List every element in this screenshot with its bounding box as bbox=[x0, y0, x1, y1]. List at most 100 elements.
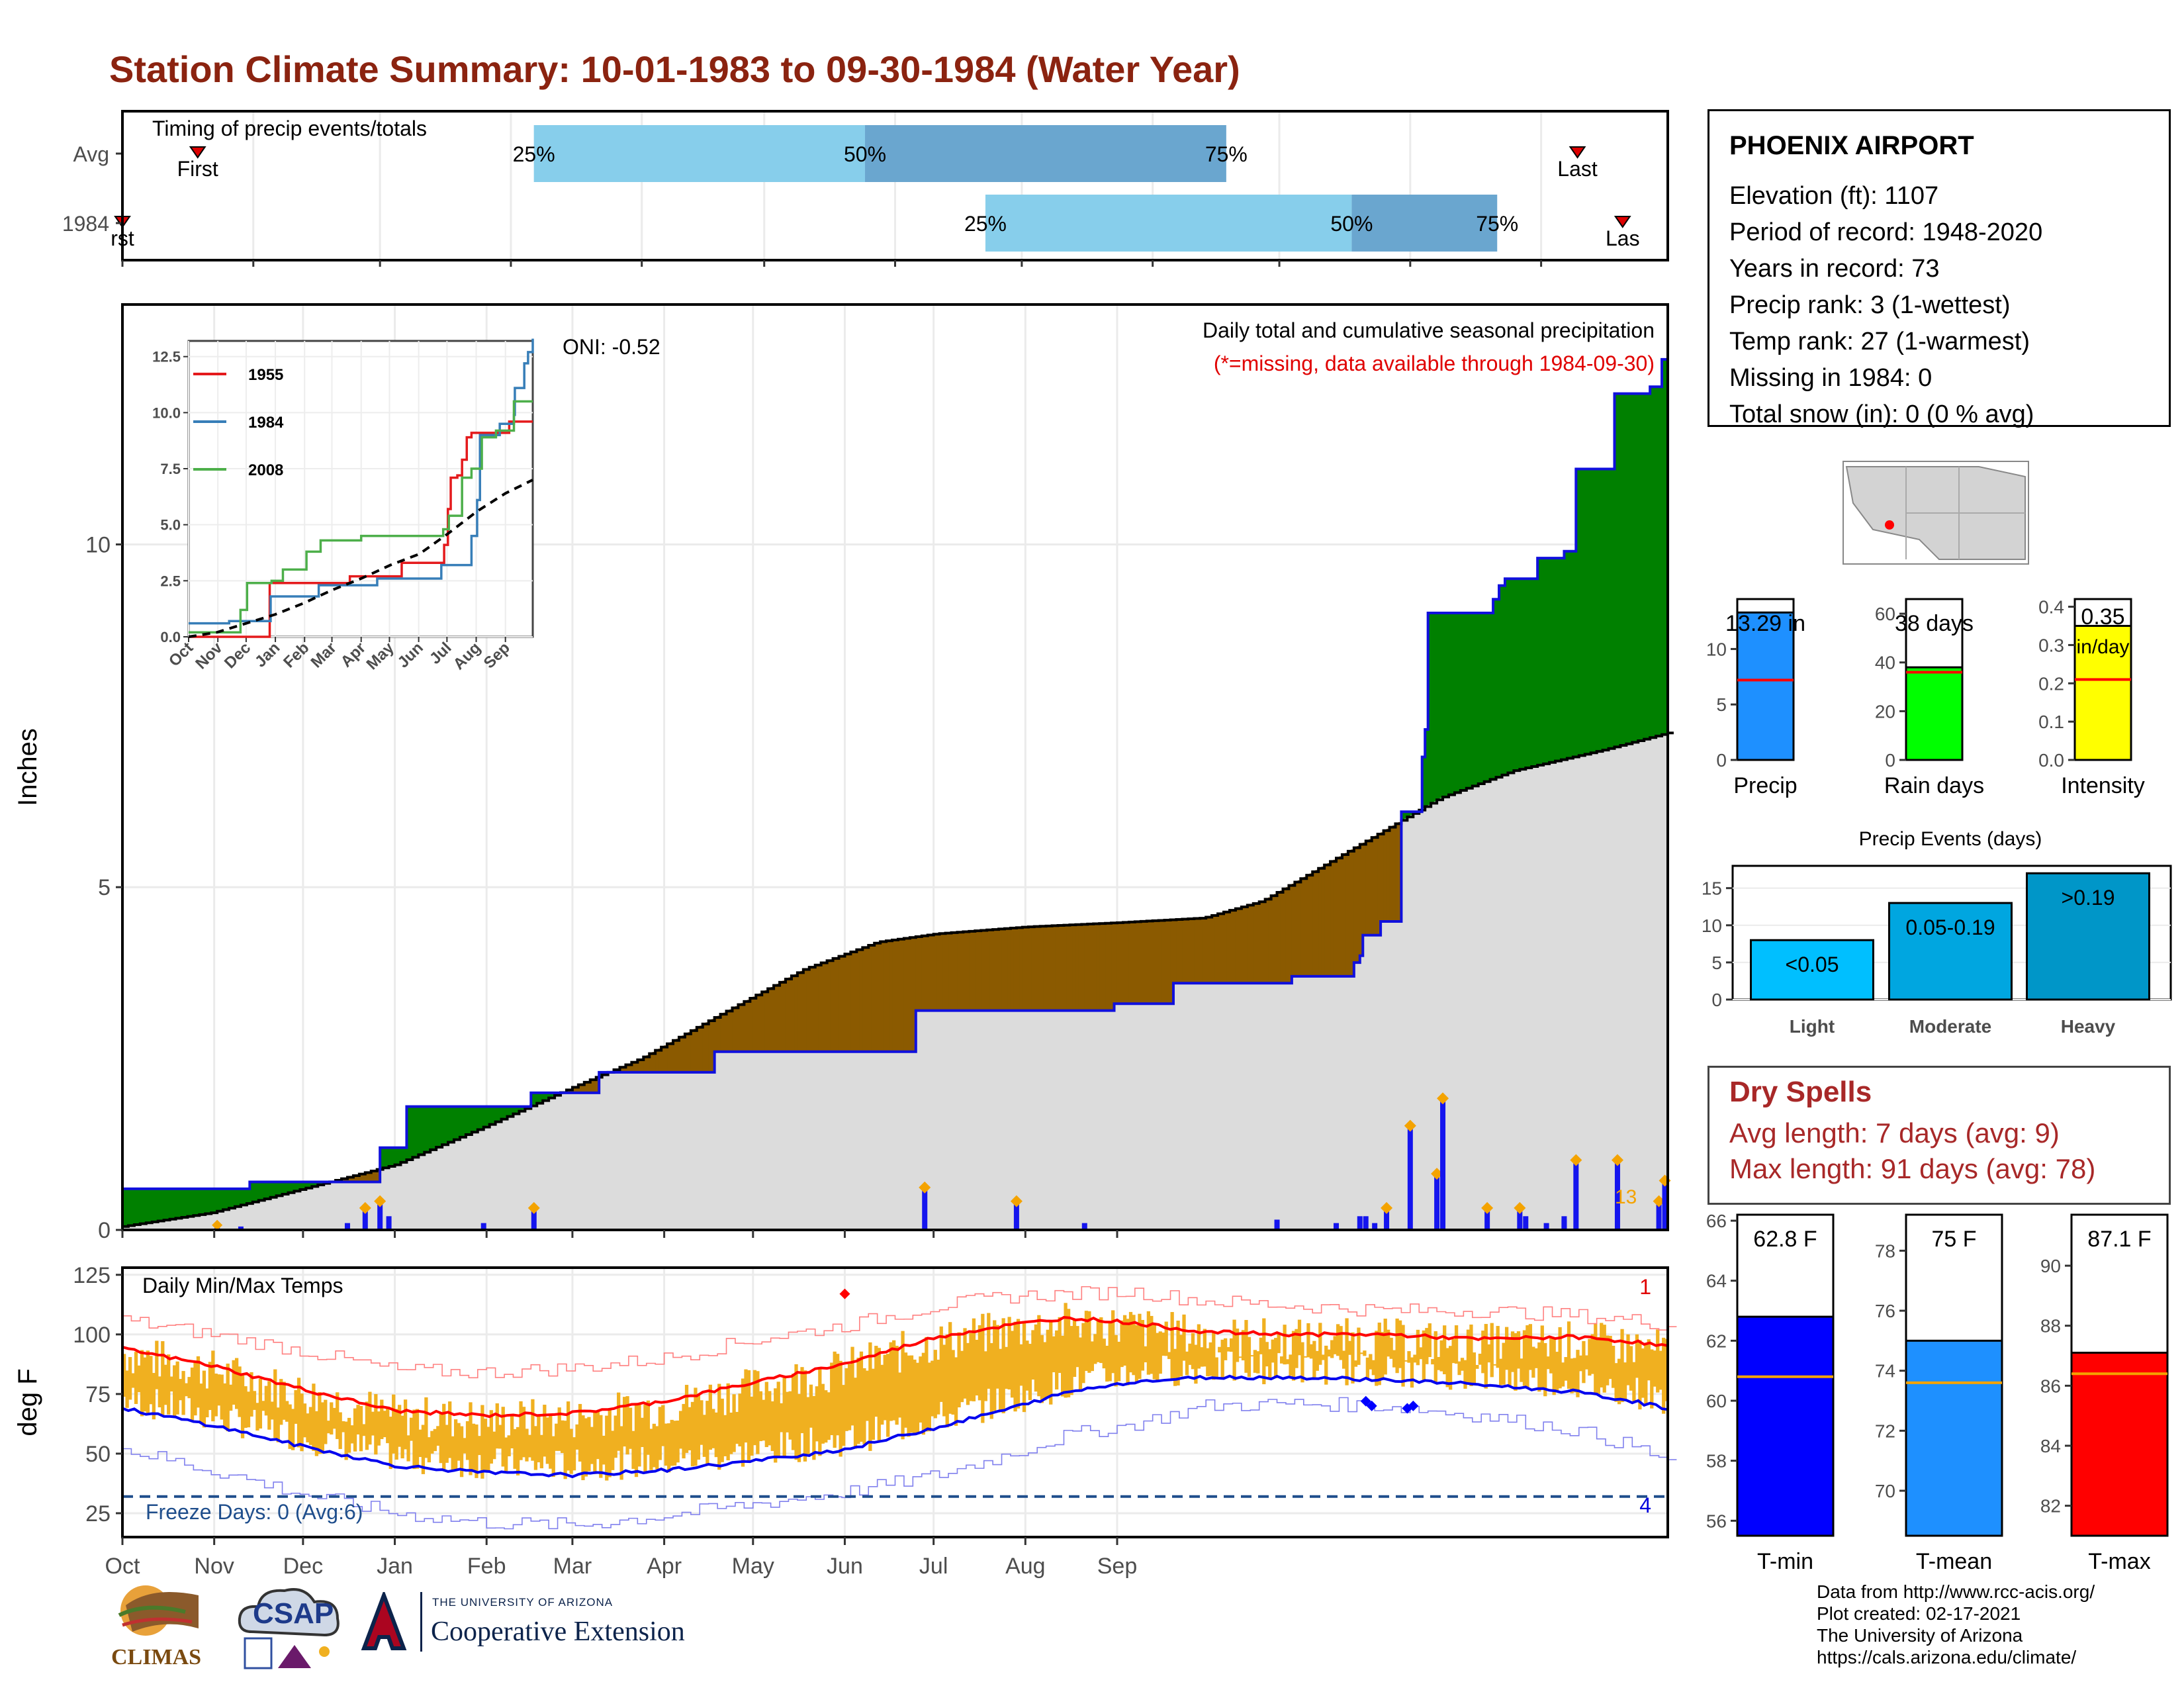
average-fill bbox=[738, 1051, 742, 1230]
above-average-fill bbox=[302, 1182, 306, 1189]
daily-temp-bar bbox=[1318, 1323, 1322, 1365]
bar-axis-label: T-mean bbox=[1916, 1549, 1992, 1574]
month-label: Mar bbox=[553, 1554, 592, 1579]
average-fill bbox=[1469, 787, 1473, 1230]
below-average-fill bbox=[1075, 924, 1079, 1011]
average-fill bbox=[1244, 983, 1248, 1230]
above-average-fill bbox=[543, 1092, 547, 1101]
average-fill bbox=[584, 1092, 588, 1230]
below-average-fill bbox=[1283, 888, 1287, 984]
above-average-fill bbox=[1502, 585, 1506, 775]
daily-temp-bar bbox=[1428, 1323, 1432, 1358]
daily-temp-bar bbox=[134, 1352, 138, 1404]
average-fill bbox=[797, 1051, 801, 1230]
average-fill bbox=[812, 1051, 816, 1230]
average-fill bbox=[173, 1219, 177, 1230]
daily-temp-bar bbox=[1620, 1329, 1624, 1403]
daily-temp-bar bbox=[1451, 1338, 1455, 1364]
above-average-fill bbox=[1443, 613, 1447, 797]
below-average-fill bbox=[1179, 919, 1183, 984]
daily-temp-bar bbox=[1347, 1340, 1352, 1355]
event-bar-label: 0.05-0.19 bbox=[1905, 915, 1995, 939]
below-average-fill bbox=[800, 970, 804, 1052]
daily-temp-bar bbox=[678, 1411, 683, 1449]
below-average-fill bbox=[1365, 841, 1369, 935]
below-average-fill bbox=[936, 933, 940, 1011]
daily-temp-bar bbox=[880, 1364, 884, 1425]
daily-temp-bar bbox=[1469, 1324, 1473, 1386]
average-fill bbox=[1208, 983, 1212, 1230]
below-average-fill bbox=[1387, 829, 1390, 921]
above-average-fill bbox=[463, 1106, 467, 1136]
above-average-fill bbox=[1612, 469, 1615, 748]
average-fill bbox=[1422, 808, 1426, 1230]
daily-temp-bar bbox=[1161, 1333, 1165, 1356]
below-average-fill bbox=[809, 967, 813, 1052]
ua-logo-small-text: THE UNIVERSITY OF ARIZONA bbox=[432, 1596, 614, 1609]
below-average-fill bbox=[593, 1078, 597, 1093]
average-fill bbox=[907, 1051, 911, 1230]
timing-pct-label: 25% bbox=[964, 212, 1007, 236]
average-fill bbox=[1049, 1010, 1053, 1230]
daily-temp-bar bbox=[859, 1351, 864, 1442]
daily-temp-bar bbox=[821, 1383, 825, 1444]
average-fill bbox=[1644, 739, 1648, 1230]
daily-temp-bar bbox=[1111, 1310, 1115, 1374]
average-fill bbox=[187, 1216, 191, 1230]
daily-temp-bar bbox=[394, 1409, 398, 1460]
average-fill bbox=[1359, 955, 1363, 1230]
inset-y-tick-label: 0.0 bbox=[160, 629, 181, 645]
below-average-fill bbox=[1132, 921, 1136, 1004]
bar-y-tick-label: 64 bbox=[1706, 1271, 1727, 1291]
above-average-fill bbox=[232, 1188, 236, 1207]
daily-precip-bar bbox=[1662, 1182, 1668, 1230]
average-fill bbox=[223, 1209, 227, 1230]
below-average-fill bbox=[921, 935, 925, 1011]
temp-y-tick-label: 100 bbox=[73, 1323, 111, 1348]
average-fill bbox=[294, 1191, 298, 1230]
average-fill bbox=[341, 1182, 345, 1230]
average-fill bbox=[678, 1072, 683, 1230]
daily-temp-bar bbox=[341, 1421, 345, 1432]
daily-temp-bar bbox=[1105, 1345, 1109, 1382]
above-average-fill bbox=[205, 1188, 209, 1214]
average-fill bbox=[314, 1186, 318, 1230]
above-average-fill bbox=[501, 1106, 505, 1119]
daily-temp-bar bbox=[1369, 1354, 1373, 1370]
daily-temp-bar bbox=[211, 1350, 215, 1422]
above-average-fill bbox=[134, 1188, 138, 1225]
average-fill bbox=[1016, 1010, 1020, 1230]
below-average-fill bbox=[717, 1015, 721, 1052]
daily-temp-bar bbox=[1185, 1351, 1189, 1376]
precip-events-chart: 051015<0.05Light0.05-0.19Moderate>0.19He… bbox=[1702, 828, 2172, 1037]
daily-temp-bar bbox=[785, 1391, 790, 1432]
daily-precip-bar bbox=[1484, 1209, 1490, 1230]
average-fill bbox=[1291, 976, 1295, 1230]
below-average-fill bbox=[919, 936, 923, 1011]
daily-temp-bar bbox=[664, 1423, 668, 1466]
timing-row-label: Avg bbox=[73, 142, 109, 166]
below-average-fill bbox=[969, 931, 973, 1011]
daily-precip-bar bbox=[1561, 1216, 1567, 1230]
above-average-fill bbox=[161, 1188, 165, 1221]
average-fill bbox=[578, 1092, 582, 1230]
daily-temp-bar bbox=[555, 1423, 559, 1451]
bar-y-tick-label: 82 bbox=[2040, 1496, 2061, 1517]
average-fill bbox=[599, 1076, 603, 1230]
average-fill bbox=[1105, 1010, 1109, 1230]
average-fill bbox=[815, 1051, 819, 1230]
average-fill bbox=[302, 1188, 306, 1230]
timing-pct-label: 50% bbox=[844, 142, 886, 166]
average-fill bbox=[954, 1010, 958, 1230]
average-fill bbox=[756, 1051, 760, 1230]
daily-temp-bar bbox=[1404, 1360, 1408, 1362]
below-average-fill bbox=[1214, 914, 1218, 984]
average-fill bbox=[649, 1072, 653, 1230]
daily-temp-bar bbox=[1656, 1329, 1660, 1393]
above-average-fill bbox=[1602, 469, 1606, 751]
daily-temp-bar bbox=[1078, 1337, 1083, 1391]
average-fill bbox=[1200, 983, 1204, 1230]
daily-temp-bar bbox=[1514, 1333, 1518, 1391]
